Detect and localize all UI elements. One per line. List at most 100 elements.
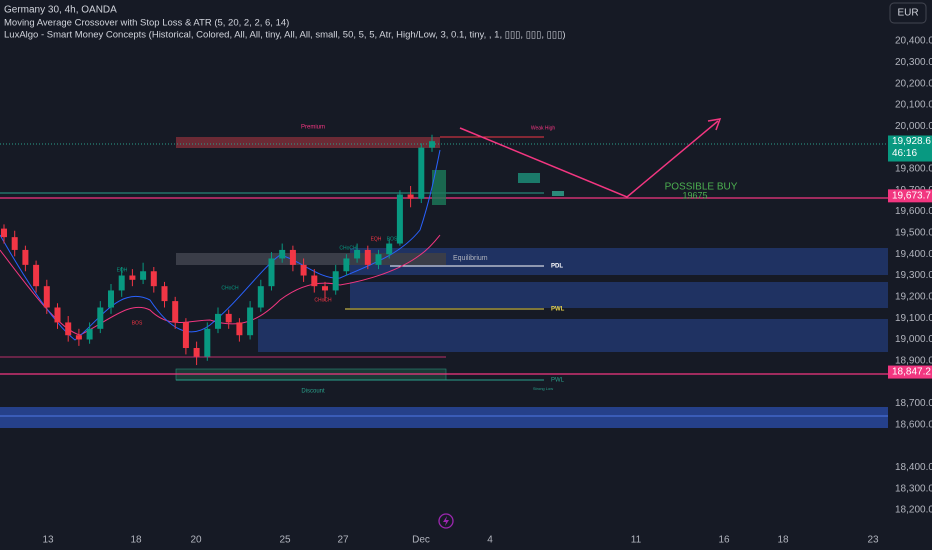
smc-label: BOS [387, 236, 398, 242]
annotation: POSSIBLE BUY [665, 182, 738, 193]
candle-body [289, 249, 296, 265]
candle-body [172, 301, 179, 323]
candle-body [322, 286, 328, 291]
candle-body [204, 328, 211, 357]
current-price: 19,928.6 [892, 136, 931, 147]
smc-label: EQH [371, 236, 382, 242]
price-tick-label: 18,400.0 [895, 462, 932, 473]
candle-body [429, 141, 435, 148]
annotation: PWL [551, 378, 565, 384]
date-tick-label: Dec [412, 535, 430, 546]
candle-body [300, 264, 307, 276]
candle-body [161, 286, 168, 302]
candle-body [354, 249, 361, 259]
candle-body [1, 228, 7, 238]
zone [258, 319, 888, 352]
candle-body [193, 348, 200, 357]
candle-body [225, 313, 232, 323]
price-tick-label: 19,000.0 [895, 334, 932, 345]
candle-body [311, 275, 318, 287]
candle-body [386, 243, 393, 255]
ma-line [0, 149, 441, 341]
date-tick-label: 25 [279, 535, 291, 546]
level-label: 18,847.2 [892, 367, 931, 378]
candle-body [54, 307, 61, 323]
candle-body [236, 322, 243, 336]
annotation: Equilibrium [453, 255, 488, 262]
candle-body [343, 258, 350, 272]
price-tick-label: 18,300.0 [895, 483, 932, 494]
box [552, 191, 564, 196]
zone [350, 282, 888, 308]
candle-body [268, 258, 275, 287]
candle-body [22, 249, 29, 265]
candle-body [65, 322, 72, 336]
date-tick-label: 18 [130, 535, 142, 546]
price-tick-label: 18,900.0 [895, 355, 932, 366]
candle-body [118, 275, 125, 291]
price-tick-label: 19,100.0 [895, 313, 932, 324]
annotation: PWL [551, 307, 565, 313]
date-tick-label: 20 [190, 535, 202, 546]
price-tick-label: 20,200.0 [895, 78, 932, 89]
smc-label: BOS [132, 320, 143, 326]
equilibrium-zone [176, 253, 446, 265]
price-tick-label: 20,300.0 [895, 57, 932, 68]
candle-body [257, 286, 264, 308]
candle-body [129, 275, 136, 280]
candle-body [97, 307, 104, 329]
lightning-icon[interactable] [438, 513, 454, 529]
level-box [888, 189, 932, 203]
currency[interactable]: EUR [897, 8, 918, 19]
candle-body [86, 328, 93, 340]
candle-body [418, 147, 425, 199]
annotation: Discount [301, 389, 325, 395]
candle-body [332, 271, 339, 291]
date-tick-label: 16 [718, 535, 730, 546]
price-tick-label: 19,600.0 [895, 206, 932, 217]
symbol-title: Germany 30, 4h, OANDA [4, 5, 117, 16]
price-tick-label: 19,800.0 [895, 164, 932, 175]
box [432, 170, 446, 205]
price-tick-label: 19,200.0 [895, 291, 932, 302]
candle-body [364, 249, 371, 265]
zone [0, 407, 888, 428]
price-tick-label: 20,100.0 [895, 100, 932, 111]
price-tick-label: 18,200.0 [895, 505, 932, 516]
smc-label: EQH [117, 267, 128, 273]
date-tick-label: 11 [631, 535, 642, 546]
candle-body [150, 271, 157, 287]
indicator: Moving Average Crossover with Stop Loss … [4, 18, 289, 29]
candle-body [33, 264, 40, 287]
candle-body [182, 322, 189, 349]
candle-body [279, 249, 286, 259]
price-tick-label: 20,400.0 [895, 36, 932, 47]
annotation: Weak High [531, 125, 556, 131]
indicator: LuxAlgo - Smart Money Concepts (Historic… [4, 30, 566, 41]
candle-body [247, 307, 254, 336]
candle-body [407, 194, 414, 199]
price-tick-label: 18,700.0 [895, 398, 932, 409]
countdown: 46:16 [892, 148, 917, 159]
candle-body [215, 313, 221, 329]
smc-label: CHoCH [221, 285, 239, 291]
price-tick-label: 19,500.0 [895, 228, 932, 239]
premium-zone [176, 137, 440, 148]
date-tick-label: 13 [42, 535, 54, 546]
annotation: Strong Low [533, 386, 553, 391]
annotation: 19675 [682, 190, 707, 200]
lightning [443, 516, 449, 526]
date-tick-label: 18 [777, 535, 789, 546]
candle-body [396, 194, 403, 244]
date-tick-label: 27 [337, 535, 349, 546]
smc-label: CHoCH [339, 245, 357, 251]
candle-body [375, 254, 382, 265]
level-label: 19,673.7 [892, 190, 931, 201]
candle-body [75, 335, 82, 340]
currency-button[interactable] [889, 2, 927, 24]
price-tick-label: 19,300.0 [895, 270, 932, 281]
date-tick-label: 4 [487, 535, 493, 546]
candle-body [11, 237, 18, 250]
price-tick-label: 19,400.0 [895, 249, 932, 260]
